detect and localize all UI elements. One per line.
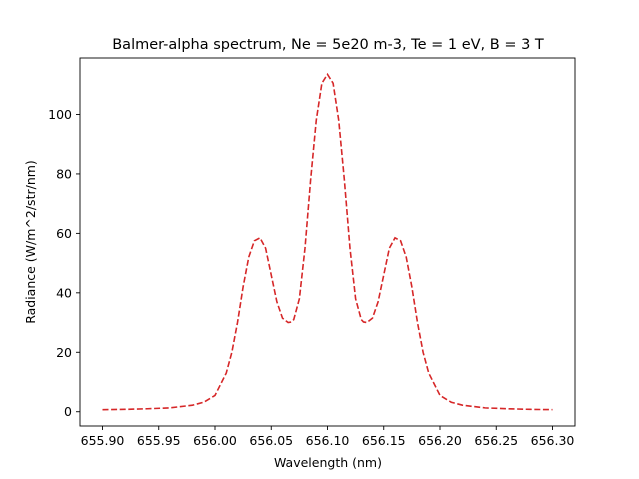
x-tick-label: 656.15 — [362, 433, 406, 448]
y-tick-label: 40 — [56, 285, 72, 300]
y-axis-label: Radiance (W/m^2/str/nm) — [23, 160, 38, 324]
y-axis: 0 20 40 60 80 100 — [48, 107, 80, 419]
series-line — [102, 72, 553, 411]
y-tick-label: 80 — [56, 166, 72, 181]
x-tick-label: 656.20 — [418, 433, 462, 448]
chart-title: Balmer-alpha spectrum, Ne = 5e20 m-3, Te… — [112, 37, 544, 53]
plot-area — [102, 72, 553, 411]
x-axis-label: Wavelength (nm) — [274, 455, 382, 470]
x-tick-label: 656.05 — [249, 433, 293, 448]
y-tick-label: 20 — [56, 345, 72, 360]
y-tick-label: 0 — [64, 404, 72, 419]
x-axis: 655.90 655.95 656.00 656.05 656.10 656.15 656.… — [81, 426, 575, 448]
x-tick-label: 656.30 — [531, 433, 575, 448]
x-tick-label: 655.95 — [137, 433, 181, 448]
x-tick-label: 655.90 — [81, 433, 125, 448]
x-tick-label: 656.00 — [193, 433, 237, 448]
x-tick-label: 656.25 — [474, 433, 518, 448]
x-tick-label: 656.10 — [306, 433, 350, 448]
y-tick-label: 100 — [48, 107, 72, 122]
y-tick-label: 60 — [56, 226, 72, 241]
